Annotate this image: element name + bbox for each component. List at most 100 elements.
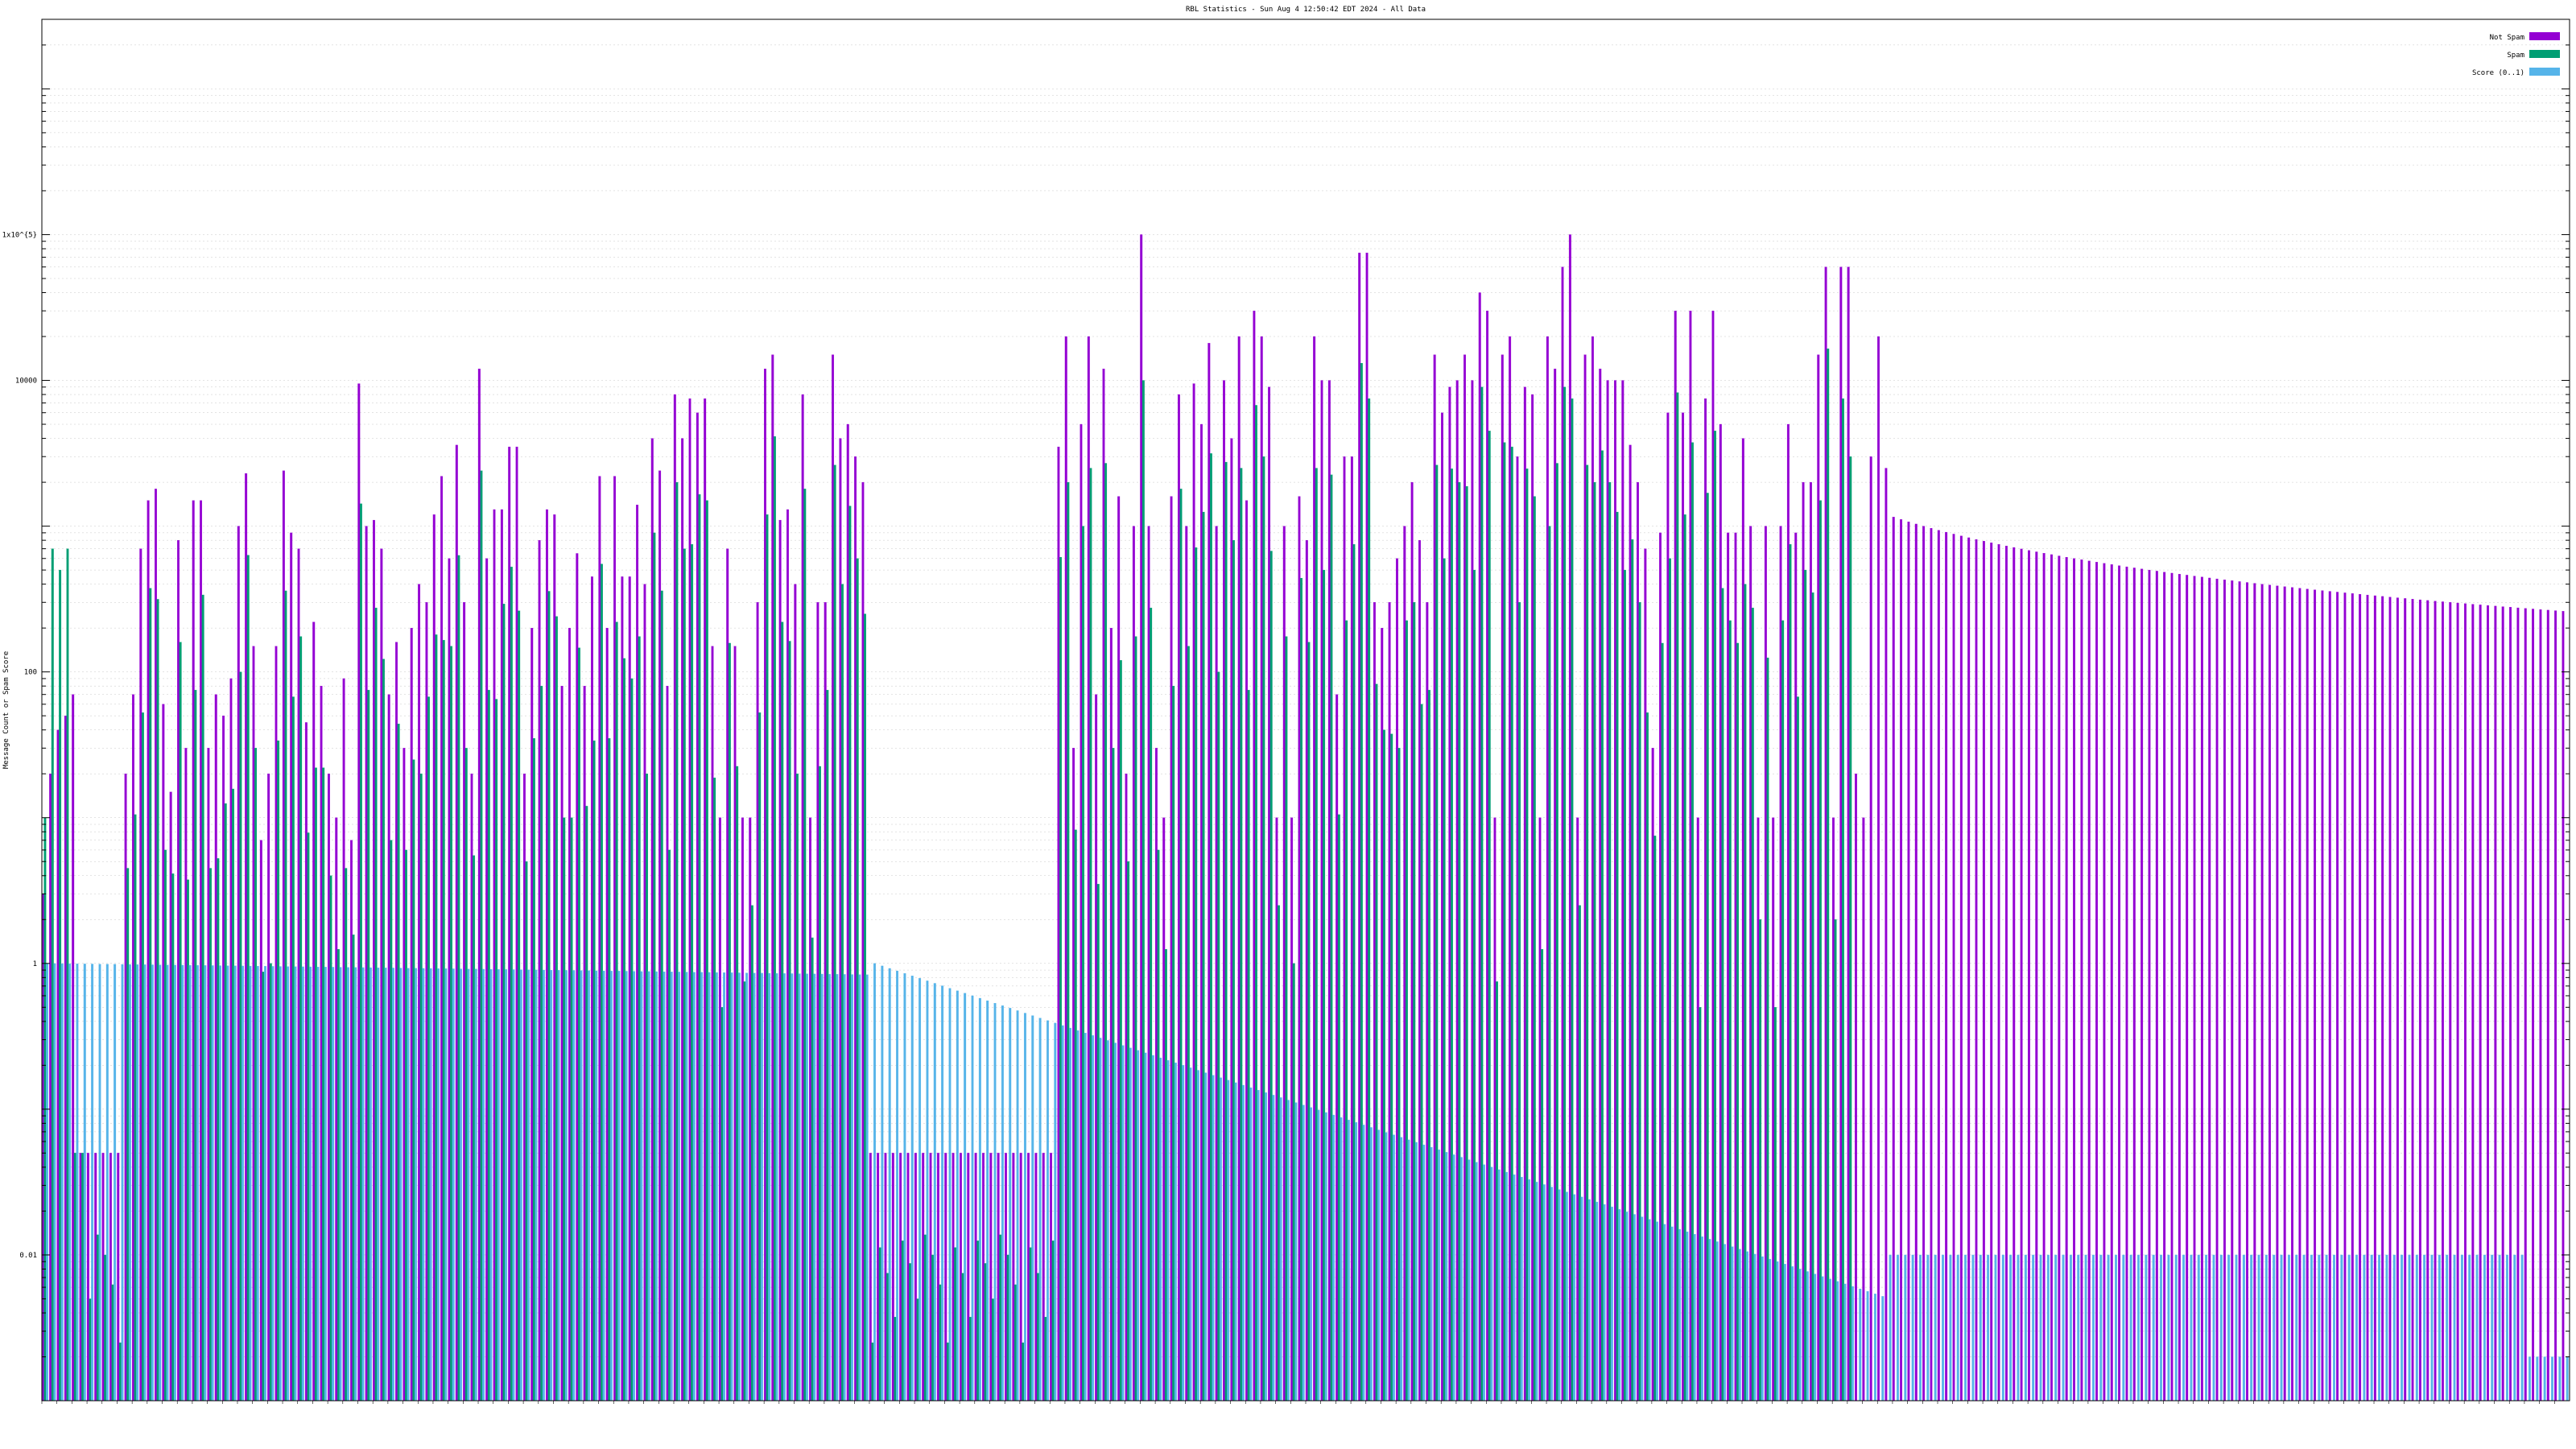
bar-score: [1610, 1207, 1613, 1402]
bar-score: [1542, 1184, 1546, 1402]
bar-score: [60, 963, 64, 1402]
bar-spam: [1051, 1241, 1055, 1402]
bar-spam: [1683, 514, 1686, 1402]
bar-not-spam: [1794, 532, 1798, 1402]
bar-score: [1069, 1027, 1071, 1402]
bar-spam: [1488, 431, 1491, 1402]
bar-not-spam: [2314, 589, 2317, 1402]
bar-score: [775, 973, 778, 1402]
bar-spam: [201, 594, 204, 1402]
bar-not-spam: [974, 1153, 977, 1402]
bar-not-spam: [1433, 354, 1436, 1402]
bar-spam: [1405, 620, 1408, 1402]
bar-not-spam: [410, 628, 413, 1402]
bar-not-spam: [1358, 252, 1361, 1402]
bar-spam: [352, 934, 355, 1402]
bar-not-spam: [2283, 586, 2286, 1402]
bar-not-spam: [1832, 817, 1835, 1402]
bar-spam: [405, 849, 407, 1402]
bar-not-spam: [64, 716, 67, 1402]
bar-spam: [608, 738, 611, 1402]
bar-not-spam: [1455, 380, 1459, 1402]
bar-score: [1076, 1030, 1080, 1402]
bar-not-spam: [2298, 588, 2301, 1402]
bar-score: [1934, 1254, 1937, 1402]
bar-score: [753, 972, 756, 1402]
bar-score: [83, 964, 86, 1402]
bar-not-spam: [86, 1153, 89, 1402]
bar-spam: [1375, 683, 1378, 1402]
bar-score: [888, 968, 891, 1402]
bar-score: [2536, 1356, 2539, 1402]
bar-spam: [1390, 733, 1393, 1402]
bar-not-spam: [959, 1153, 962, 1402]
bar-score: [1550, 1187, 1554, 1402]
bar-score: [805, 973, 808, 1402]
bar-spam: [367, 690, 370, 1402]
bar-not-spam: [2336, 592, 2339, 1402]
bar-not-spam: [2509, 607, 2512, 1402]
bar-score: [1340, 1117, 1343, 1402]
bar-not-spam: [1087, 336, 1090, 1402]
y-tick-label: 10000: [15, 378, 37, 386]
bar-not-spam: [109, 1153, 112, 1402]
bar-score: [1904, 1254, 1907, 1402]
bar-score: [415, 968, 417, 1402]
bar-not-spam: [2110, 564, 2113, 1402]
bar-spam: [615, 621, 618, 1402]
bar-spam: [1503, 442, 1506, 1402]
bar-spam: [811, 937, 814, 1402]
bar-not-spam: [1448, 386, 1451, 1402]
bar-not-spam: [350, 840, 353, 1402]
bar-not-spam: [1862, 817, 1865, 1402]
bar-spam: [856, 558, 859, 1402]
bar-spam: [1022, 1342, 1025, 1402]
bar-score: [2475, 1254, 2479, 1402]
bar-not-spam: [1042, 1153, 1045, 1402]
bar-not-spam: [335, 817, 338, 1402]
bar-not-spam: [117, 1153, 120, 1402]
bar-not-spam: [425, 602, 428, 1402]
bar-not-spam: [1757, 817, 1760, 1402]
bar-spam: [1104, 463, 1108, 1402]
bar-score: [2363, 1254, 2366, 1402]
bar-spam: [239, 671, 242, 1402]
bar-score: [843, 974, 846, 1402]
bar-score: [1092, 1035, 1094, 1402]
bar-score: [1294, 1102, 1298, 1402]
bar-score: [1422, 1144, 1426, 1402]
bar-score: [1385, 1132, 1388, 1402]
bar-score: [121, 964, 124, 1402]
bar-score: [76, 964, 79, 1402]
bar-not-spam: [869, 1153, 872, 1402]
bar-score: [1964, 1254, 1967, 1402]
bar-score: [384, 968, 387, 1402]
bar-not-spam: [1817, 354, 1820, 1402]
bar-spam: [73, 1153, 76, 1402]
bar-not-spam: [1230, 438, 1233, 1402]
bar-score: [2333, 1254, 2335, 1402]
bar-score: [196, 965, 199, 1402]
bar-spam: [1413, 602, 1416, 1402]
bar-spam: [217, 858, 220, 1402]
bar-not-spam: [1907, 522, 1910, 1402]
bar-score: [685, 972, 688, 1402]
bar-not-spam: [1997, 544, 2000, 1402]
bar-not-spam: [2411, 599, 2414, 1402]
bar-not-spam: [485, 558, 489, 1402]
bar-score: [1279, 1097, 1282, 1402]
bar-score: [1987, 1254, 1990, 1402]
bar-score: [1836, 1281, 1839, 1402]
bar-not-spam: [1177, 394, 1180, 1402]
bar-not-spam: [1245, 500, 1249, 1402]
bar-score: [1573, 1194, 1576, 1402]
bar-not-spam: [1885, 468, 1888, 1402]
bar-not-spam: [207, 748, 210, 1402]
bar-score: [2197, 1254, 2200, 1402]
bar-score: [708, 972, 711, 1402]
bar-not-spam: [553, 514, 556, 1402]
bar-spam: [450, 646, 453, 1402]
bar-spam: [675, 481, 679, 1402]
bar-score: [2513, 1254, 2516, 1402]
